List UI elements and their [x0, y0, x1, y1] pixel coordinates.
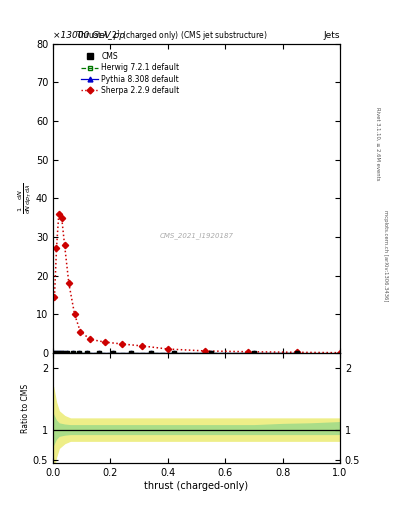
X-axis label: thrust (charged-only): thrust (charged-only)	[145, 481, 248, 491]
Y-axis label: Ratio to CMS: Ratio to CMS	[21, 383, 30, 433]
Text: mcplots.cern.ch [arXiv:1306.3436]: mcplots.cern.ch [arXiv:1306.3436]	[383, 210, 387, 302]
Text: Rivet 3.1.10, ≥ 2.6M events: Rivet 3.1.10, ≥ 2.6M events	[375, 106, 380, 180]
Text: ×13000 GeV pp: ×13000 GeV pp	[53, 31, 125, 40]
Text: CMS_2021_I1920187: CMS_2021_I1920187	[160, 232, 233, 239]
Y-axis label: $\frac{1}{\mathrm{d}N}\frac{\mathrm{d}N}{\mathrm{d}p_T\,\mathrm{d}\lambda}$: $\frac{1}{\mathrm{d}N}\frac{\mathrm{d}N}…	[17, 182, 35, 214]
Legend: CMS, Herwig 7.2.1 default, Pythia 8.308 default, Sherpa 2.2.9 default: CMS, Herwig 7.2.1 default, Pythia 8.308 …	[80, 51, 181, 96]
Text: Thrust $\lambda\_2^1$ (charged only) (CMS jet substructure): Thrust $\lambda\_2^1$ (charged only) (CM…	[76, 29, 268, 43]
Text: Jets: Jets	[323, 31, 340, 40]
